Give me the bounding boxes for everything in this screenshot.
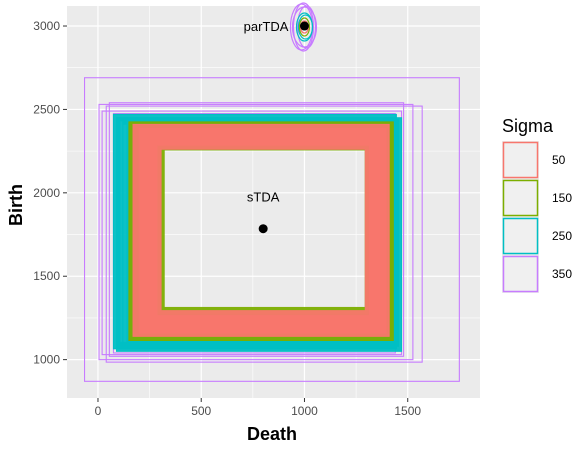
- legend-label: 250: [552, 229, 572, 243]
- legend-key-250: [502, 217, 539, 255]
- point-sTDA: [258, 224, 268, 234]
- point-label-parTDA: parTDA: [244, 19, 289, 34]
- data-rectangles: [84, 77, 460, 382]
- y-tick-label: 1500: [33, 269, 60, 283]
- y-tick-label: 3000: [33, 19, 60, 33]
- contour: [296, 5, 317, 49]
- data-points: parTDA sTDA: [244, 19, 309, 234]
- y-tick-label: 2000: [33, 186, 60, 200]
- y-tick-label: 2500: [33, 102, 60, 116]
- legend-key-50: [502, 141, 539, 179]
- y-axis-title: Birth: [6, 184, 26, 226]
- legend-key-350: [502, 255, 539, 293]
- legend-title: Sigma: [502, 116, 554, 136]
- legend: Sigma 50 150 250 350: [502, 116, 572, 293]
- x-tick-label: 0: [95, 404, 102, 418]
- legend-label: 150: [552, 191, 572, 205]
- rect-sigma-350: [108, 102, 405, 357]
- contour: [292, 2, 315, 52]
- rect-sigma-350: [105, 105, 423, 363]
- x-axis-title: Death: [247, 424, 297, 444]
- legend-label: 50: [552, 153, 566, 167]
- x-axis-ticks: 0 500 1000 1500: [95, 398, 421, 418]
- rect-band-sigma-50: [149, 137, 377, 323]
- contour: [291, 6, 318, 48]
- rect-sigma-350: [84, 77, 460, 382]
- legend-key-150: [502, 179, 539, 217]
- x-tick-label: 1500: [394, 404, 421, 418]
- x-tick-label: 1000: [291, 404, 318, 418]
- y-axis-ticks: 1000 1500 2000 2500 3000: [33, 19, 67, 367]
- point-parTDA: [299, 21, 309, 31]
- contour: [297, 14, 314, 40]
- legend-label: 350: [552, 267, 572, 281]
- rect-sigma-350: [98, 103, 414, 361]
- point-label-sTDA: sTDA: [247, 190, 280, 205]
- contour: [298, 17, 311, 37]
- x-tick-label: 500: [191, 404, 211, 418]
- y-tick-label: 1000: [33, 353, 60, 367]
